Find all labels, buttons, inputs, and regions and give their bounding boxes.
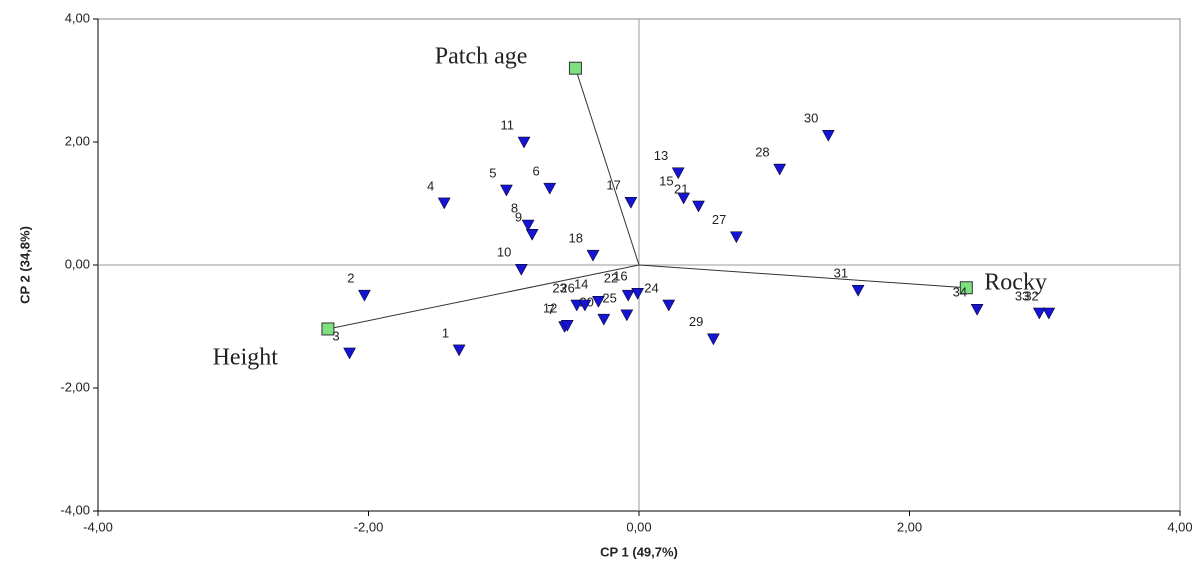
- point-label: 22: [604, 271, 618, 286]
- point-label: 3: [332, 328, 339, 343]
- point-label: 5: [489, 165, 496, 180]
- x-tick-label: 4,00: [1167, 519, 1192, 534]
- point: [592, 296, 605, 308]
- point: [671, 167, 685, 180]
- point-label: 30: [804, 111, 818, 126]
- point: [773, 163, 787, 176]
- point: [517, 136, 531, 149]
- point: [706, 333, 720, 346]
- vector-end: [321, 322, 335, 336]
- y-axis-title: CP 2 (34,8%): [17, 226, 32, 304]
- point: [851, 284, 865, 297]
- point-label: 2: [347, 271, 354, 286]
- point: [358, 289, 371, 302]
- point-label: 33: [1015, 288, 1029, 303]
- point: [437, 197, 451, 210]
- vector-label: Patch age: [435, 44, 528, 70]
- point-label: 27: [712, 212, 726, 227]
- point: [729, 231, 743, 244]
- point-label: 10: [497, 245, 511, 260]
- point: [514, 264, 528, 276]
- point-label: 18: [569, 231, 583, 246]
- point-label: 7: [547, 302, 554, 317]
- point: [631, 288, 645, 300]
- point: [570, 299, 584, 312]
- point: [692, 200, 705, 213]
- point-label: 15: [659, 173, 673, 188]
- point: [1032, 307, 1046, 320]
- point-label: 24: [644, 280, 658, 295]
- point-label: 14: [574, 277, 588, 292]
- y-tick-label: 2,00: [65, 133, 90, 148]
- loading-vector: [638, 264, 967, 289]
- y-tick-label: 4,00: [65, 10, 90, 25]
- x-tick-label: 2,00: [897, 519, 922, 534]
- y-tick-label: -2,00: [60, 379, 90, 394]
- x-tick-label: -2,00: [354, 519, 384, 534]
- y-tick-label: 0,00: [65, 256, 90, 271]
- point-label: 26: [560, 280, 574, 295]
- point: [597, 313, 611, 326]
- point-label: 6: [533, 164, 540, 179]
- point: [662, 299, 676, 312]
- point: [525, 229, 539, 241]
- vector-end: [959, 281, 973, 295]
- point-label: 21: [674, 181, 688, 196]
- point-label: 17: [606, 178, 620, 193]
- point: [543, 182, 557, 195]
- point: [500, 184, 513, 197]
- x-tick-label: 0,00: [626, 519, 651, 534]
- point-label: 16: [613, 269, 627, 284]
- point-label: 25: [602, 290, 616, 305]
- point: [521, 219, 535, 232]
- point: [821, 129, 835, 142]
- x-tick-label: -4,00: [83, 519, 113, 534]
- point-label: 8: [511, 200, 518, 215]
- point: [624, 197, 638, 209]
- point: [621, 289, 635, 302]
- vector-label: Rocky: [984, 269, 1047, 295]
- y-tick-label: -4,00: [60, 502, 90, 517]
- point: [586, 249, 600, 262]
- point: [1042, 307, 1056, 320]
- point: [677, 192, 691, 205]
- point-label: 31: [834, 266, 848, 281]
- x-axis-title: CP 1 (49,7%): [600, 544, 678, 559]
- vector-end: [568, 61, 582, 75]
- point: [578, 299, 592, 312]
- point: [343, 347, 356, 360]
- point-label: 34: [953, 285, 967, 300]
- point-label: 4: [427, 178, 434, 193]
- loading-vector: [574, 68, 640, 266]
- point-label: 32: [1024, 288, 1038, 303]
- point: [560, 320, 574, 332]
- point-label: 28: [755, 144, 769, 159]
- point-label: 29: [689, 314, 703, 329]
- point-label: 1: [442, 325, 449, 340]
- point-label: 11: [501, 117, 515, 132]
- point: [452, 344, 466, 357]
- loading-vector: [327, 264, 640, 330]
- vector-label: Height: [213, 344, 279, 370]
- point: [620, 309, 634, 322]
- point-label: 9: [515, 210, 522, 225]
- point: [970, 304, 984, 316]
- point-label: 12: [543, 301, 557, 316]
- point-label: 23: [552, 280, 566, 295]
- point-label: 13: [654, 148, 668, 163]
